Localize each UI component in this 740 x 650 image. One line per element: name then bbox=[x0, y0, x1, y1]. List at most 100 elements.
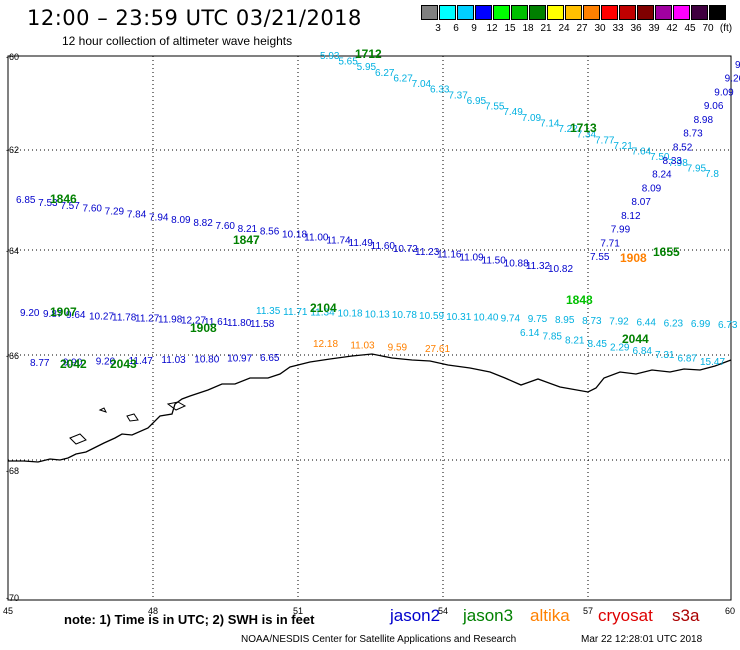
swh-value: 7.37 bbox=[448, 90, 468, 101]
island-outline bbox=[69, 433, 87, 445]
scale-swatch bbox=[529, 5, 546, 20]
swh-value: 10.13 bbox=[365, 309, 390, 320]
swh-value: 11.78 bbox=[112, 312, 137, 323]
swh-value: 9.64 bbox=[66, 310, 86, 321]
credit-line: NOAA/NESDIS Center for Satellite Applica… bbox=[241, 634, 517, 645]
swh-value: 11.32 bbox=[526, 261, 551, 272]
swh-value: 10.18 bbox=[282, 230, 307, 241]
scale-label: 70 bbox=[702, 23, 714, 34]
swh-value: 8.21 bbox=[238, 224, 258, 235]
swh-value: 12.18 bbox=[313, 339, 338, 350]
swh-value: 7.49 bbox=[503, 107, 523, 118]
track-time-label: 2043 bbox=[110, 357, 137, 371]
track-time-label: 1712 bbox=[355, 47, 382, 61]
swh-value: 11.34 bbox=[310, 308, 335, 319]
y-tick-label: -60 bbox=[6, 52, 19, 62]
track-time-label: 1846 bbox=[50, 192, 77, 206]
swh-value: 7.99 bbox=[611, 225, 631, 236]
swh-value: 11.03 bbox=[350, 341, 375, 352]
track-time-label: 2104 bbox=[310, 301, 337, 315]
swh-value: 9.09 bbox=[714, 87, 734, 98]
scale-label: 30 bbox=[594, 23, 606, 34]
swh-value: 11.16 bbox=[437, 250, 462, 261]
swh-value: 7.04 bbox=[412, 79, 432, 90]
scale-label: 36 bbox=[630, 23, 642, 34]
swh-value: 7.55 bbox=[485, 102, 505, 113]
legend-altika: altika bbox=[530, 606, 570, 625]
timestamp: Mar 22 12:28:01 UTC 2018 bbox=[581, 634, 703, 645]
track-time-label: 1713 bbox=[570, 121, 597, 135]
swh-value: 8.73 bbox=[683, 129, 703, 140]
legend-jason2: jason2 bbox=[390, 606, 441, 625]
x-tick-label: 48 bbox=[148, 606, 158, 616]
x-tick-label: 60 bbox=[725, 606, 735, 616]
swh-value: 7.8 bbox=[705, 169, 719, 180]
scale-label: (ft) bbox=[719, 23, 733, 34]
swh-value: 8.07 bbox=[631, 197, 651, 208]
swh-value: 7.92 bbox=[609, 317, 629, 328]
swh-value: 11.80 bbox=[227, 318, 252, 329]
swh-value: 7.55 bbox=[590, 252, 610, 263]
swh-value: 7.57 bbox=[60, 201, 80, 212]
swh-value: 11.50 bbox=[482, 255, 507, 266]
scale-swatch bbox=[565, 5, 582, 20]
swh-value: 11.61 bbox=[204, 317, 229, 328]
swh-value: 11.03 bbox=[161, 355, 186, 366]
swh-value: 9.59 bbox=[388, 342, 408, 353]
track-time-label: 2044 bbox=[622, 332, 649, 346]
y-tick-label: -68 bbox=[6, 466, 19, 476]
swh-value: 5.95 bbox=[357, 62, 377, 73]
page-title: 12:00 – 23:59 UTC 03/21/2018 bbox=[27, 6, 362, 30]
swh-value: 7.14 bbox=[540, 118, 560, 129]
swh-value: 8.98 bbox=[694, 115, 714, 126]
swh-value: 6.95 bbox=[467, 96, 487, 107]
swh-value: 10.82 bbox=[548, 264, 573, 275]
swh-value: 15.47 bbox=[700, 357, 725, 368]
island-outline bbox=[98, 407, 107, 413]
track-time-label: 1848 bbox=[566, 293, 593, 307]
swh-value: 11.58 bbox=[250, 319, 275, 330]
x-tick-label: 57 bbox=[583, 606, 593, 616]
swh-value: 7.29 bbox=[105, 207, 125, 218]
track-time-label: 1655 bbox=[653, 245, 680, 259]
swh-value: 8.95 bbox=[555, 315, 575, 326]
coastline bbox=[8, 353, 732, 463]
swh-value: 11.49 bbox=[349, 238, 374, 249]
swh-value: 8.24 bbox=[652, 170, 672, 181]
scale-label: 21 bbox=[540, 23, 552, 34]
island-outline bbox=[126, 413, 139, 422]
swh-value: 6.87 bbox=[678, 353, 698, 364]
scale-label: 3 bbox=[435, 23, 441, 34]
swh-value: 11.00 bbox=[304, 232, 329, 243]
swh-value: 8.09 bbox=[642, 183, 662, 194]
x-tick-label: 51 bbox=[293, 606, 303, 616]
swh-value: 10.59 bbox=[419, 311, 444, 322]
swh-value: 7.21 bbox=[613, 141, 633, 152]
scale-swatch bbox=[547, 5, 564, 20]
swh-value: 11.35 bbox=[256, 306, 281, 317]
scale-swatch bbox=[673, 5, 690, 20]
scale-swatch bbox=[583, 5, 600, 20]
legend-s3a: s3a bbox=[672, 606, 700, 625]
scale-label: 39 bbox=[648, 23, 660, 34]
map-frame bbox=[7, 55, 732, 601]
swh-value: 10.97 bbox=[227, 354, 252, 365]
swh-value: 7.71 bbox=[600, 238, 620, 249]
swh-value: 7.64 bbox=[632, 147, 652, 158]
swh-value: 11.71 bbox=[283, 307, 308, 318]
swh-value: 6.14 bbox=[520, 328, 540, 339]
swh-value: 6.65 bbox=[260, 353, 280, 364]
swh-value: 11.27 bbox=[135, 314, 160, 325]
swh-value: 6.73 bbox=[718, 320, 738, 331]
swh-value: 7.34 bbox=[577, 130, 597, 141]
swh-value: 9.06 bbox=[704, 101, 724, 112]
swh-value: 6.23 bbox=[664, 318, 684, 329]
swh-value: 10.88 bbox=[504, 258, 529, 269]
page-subtitle: 12 hour collection of altimeter wave hei… bbox=[62, 34, 293, 48]
scale-swatch bbox=[457, 5, 474, 20]
track-time-label: 1908 bbox=[620, 251, 647, 265]
scale-swatch bbox=[601, 5, 618, 20]
swh-value: 8.77 bbox=[30, 358, 50, 369]
swh-value: 11.60 bbox=[371, 241, 396, 252]
swh-value: 5.93 bbox=[320, 51, 340, 62]
